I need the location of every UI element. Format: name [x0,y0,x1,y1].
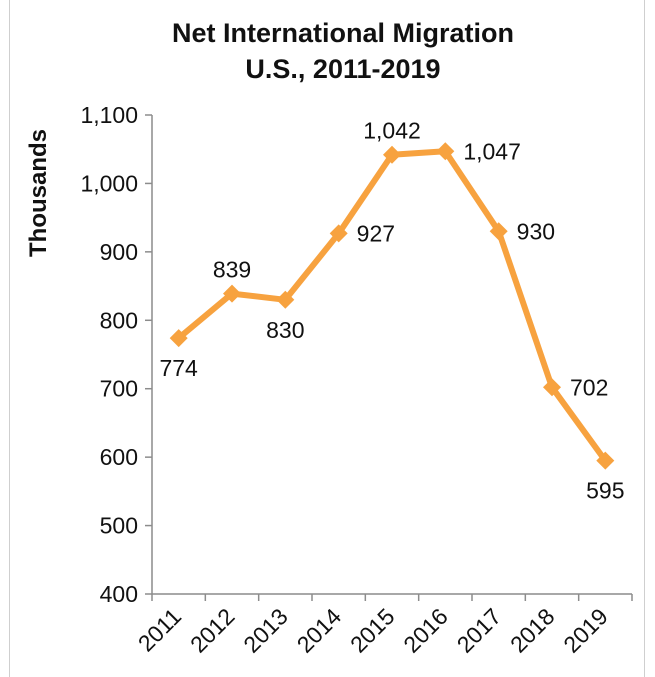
x-tick-label: 2015 [345,603,400,658]
x-tick-label: 2011 [133,603,186,656]
chart-title: Net International Migration [172,18,514,48]
data-point-marker [329,224,348,243]
data-point-marker [596,451,615,470]
y-tick-label: 400 [100,581,138,607]
data-point-marker [543,378,561,397]
y-tick-label: 600 [100,444,138,470]
x-tick-label: 2016 [398,603,453,658]
data-point-marker [276,290,295,309]
data-labels: 774 839 830 927 1,042 1,047 930 702 595 [159,118,624,504]
data-label: 595 [586,478,624,504]
series-group [169,142,615,470]
y-tick-label: 1,000 [80,170,138,196]
x-tick-label: 2013 [238,603,293,658]
x-tick-label: 2017 [452,603,507,658]
series-line [175,148,609,464]
y-tick-label: 900 [100,239,138,265]
y-tick-label: 700 [100,376,138,402]
data-point-marker [436,142,455,161]
chart-frame [9,0,645,677]
x-tick-label: 2012 [185,603,240,658]
y-tick-label: 500 [100,513,138,539]
data-label: 774 [159,355,198,381]
data-point-marker [489,222,508,241]
data-label: 1,047 [463,138,521,164]
data-point-marker [169,329,188,348]
data-label: 702 [570,374,608,400]
data-label: 927 [357,220,395,246]
data-label: 1,042 [363,118,421,144]
data-point-marker [223,284,241,303]
x-tick-label: 2014 [292,603,347,658]
data-label: 930 [517,218,555,244]
x-tick-label: 2018 [505,603,560,658]
y-axis-label: Thousands [25,129,52,257]
data-point-marker [383,145,401,164]
y-tick-label: 800 [100,307,138,333]
y-ticks: 400 500 600 700 800 900 1,000 1,100 [80,102,152,607]
data-label: 830 [266,317,304,343]
x-tick-label: 2019 [558,603,613,658]
data-label: 839 [213,257,251,283]
y-tick-label: 1,100 [80,102,138,128]
chart-subtitle: U.S., 2011-2019 [245,54,440,84]
